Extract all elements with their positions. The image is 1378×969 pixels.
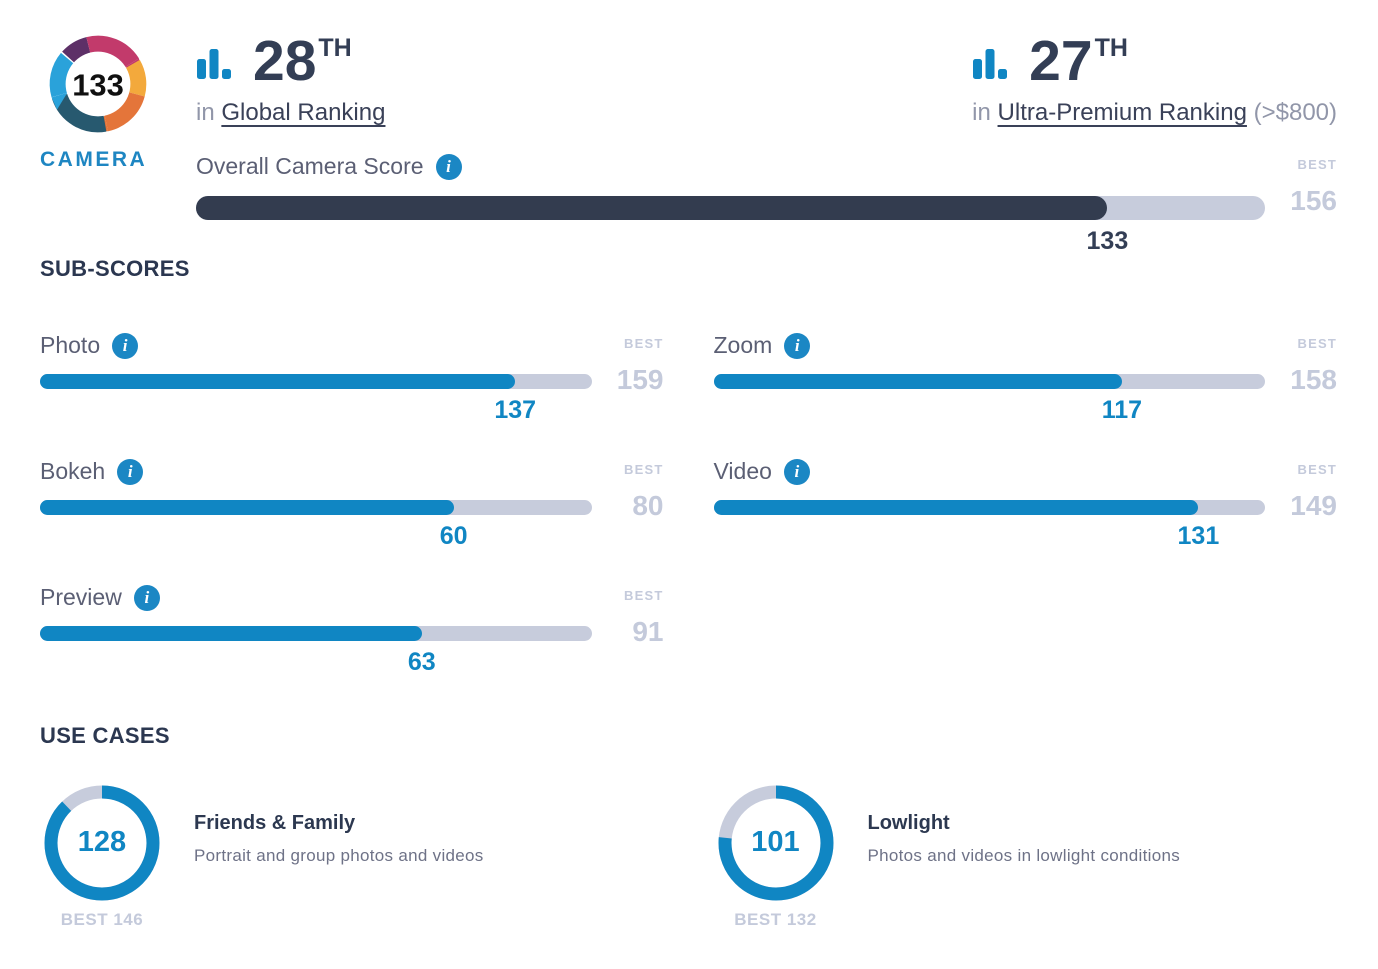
sub-score-best-value: 149 <box>1290 490 1337 522</box>
info-icon[interactable]: i <box>112 332 139 359</box>
sub-score-label: Photo <box>40 332 101 359</box>
use-case-score: 128 <box>77 825 127 858</box>
sub-score-bar: 63 <box>40 626 592 676</box>
best-label: BEST <box>1297 462 1337 478</box>
sub-score-best-value: 158 <box>1290 364 1337 396</box>
best-label: BEST <box>624 462 664 478</box>
info-icon[interactable]: i <box>117 458 144 485</box>
sub-score-row-bokeh: Bokeh i 60 BEST 80 <box>40 458 664 557</box>
sub-score-value: 63 <box>407 648 436 677</box>
overall-score-bar-fill <box>196 196 1108 221</box>
sub-score-label: Bokeh <box>40 458 106 485</box>
donut-gauge: 101 <box>718 785 834 901</box>
dxomark-swirl-logo-icon: 133 <box>49 35 147 133</box>
use-case-title: Friends & Family <box>194 812 356 835</box>
info-icon[interactable]: i <box>784 332 811 359</box>
sub-score-bar: 137 <box>40 374 592 424</box>
use-case-lowlight: 101 BEST 132 Lowlight Photos and videos … <box>714 785 1338 930</box>
sub-score-value: 60 <box>439 522 468 551</box>
sub-score-label: Video <box>713 458 772 485</box>
sub-score-bar-fill <box>713 374 1122 390</box>
best-label: BEST <box>1297 157 1337 173</box>
info-icon[interactable]: i <box>783 458 810 485</box>
camera-score-logo: 133 CAMERA <box>40 26 196 220</box>
global-rank-block: 28 TH in Global Ranking <box>196 29 385 127</box>
donut-gauge: 128 <box>44 785 160 901</box>
sub-score-label: Preview <box>40 584 122 611</box>
ultra-premium-rank-ordinal: TH <box>1094 34 1128 62</box>
sub-score-bar-fill <box>40 500 454 516</box>
overall-score-section: Overall Camera Score i 133 BEST 156 <box>196 153 1337 255</box>
sub-score-bar-fill <box>40 374 516 390</box>
best-label: BEST <box>1297 336 1337 352</box>
use-case-best-label: BEST 132 <box>734 910 817 930</box>
use-case-friends-family: 128 BEST 146 Friends & Family Portrait a… <box>40 785 664 930</box>
logo-score: 133 <box>72 67 124 102</box>
use-cases-heading: USE CASES <box>40 723 170 749</box>
overall-best-value: 156 <box>1290 185 1337 217</box>
overall-score-label: Overall Camera Score <box>196 153 424 180</box>
sub-score-value: 131 <box>1177 522 1220 551</box>
sub-score-bar-fill <box>40 626 422 642</box>
ultra-premium-rank-caption: in Ultra-Premium Ranking (>$800) <box>972 99 1337 127</box>
use-case-title: Lowlight <box>867 812 950 835</box>
ultra-premium-rank-line: 27 TH <box>972 29 1337 93</box>
ultra-premium-rank-block: 27 TH in Ultra-Premium Ranking (>$800) <box>972 29 1337 127</box>
sub-score-row-preview: Preview i 63 BEST 91 <box>40 584 664 683</box>
sub-score-value: 117 <box>1101 396 1143 425</box>
global-ranking-link[interactable]: Global Ranking <box>221 99 386 127</box>
best-label: BEST <box>624 588 664 604</box>
overall-score-main: Overall Camera Score i 133 <box>196 153 1265 255</box>
camera-label: CAMERA <box>40 148 148 171</box>
rank-prefix: in <box>972 99 991 127</box>
sub-score-bar: 117 <box>713 374 1265 424</box>
price-note: (>$800) <box>1253 99 1337 127</box>
global-rank-caption: in Global Ranking <box>196 99 385 127</box>
use-case-description: Portrait and group photos and videos <box>194 846 484 866</box>
sub-score-row-video: Video i 131 BEST 149 <box>713 458 1337 557</box>
header-main: 28 TH in Global Ranking <box>196 26 1337 255</box>
bar-chart-icon <box>197 49 231 80</box>
sub-score-value: 137 <box>494 396 537 425</box>
sub-scores-heading: SUB-SCORES <box>40 256 190 282</box>
sub-scores-grid: Photo i 137 BEST 159 Zoom i <box>40 332 1337 683</box>
info-icon[interactable]: i <box>133 584 160 611</box>
rank-row: 28 TH in Global Ranking <box>196 29 1337 127</box>
global-rank-line: 28 TH <box>196 29 385 93</box>
bar-chart-icon <box>973 49 1008 80</box>
overall-score-bar: 133 <box>196 196 1265 255</box>
use-case-best-label: BEST 146 <box>60 910 144 930</box>
sub-score-best-value: 159 <box>616 364 664 396</box>
ultra-premium-ranking-link[interactable]: Ultra-Premium Ranking <box>997 99 1247 127</box>
overall-score-value: 133 <box>1086 227 1129 256</box>
use-cases-grid: 128 BEST 146 Friends & Family Portrait a… <box>40 785 1337 930</box>
sub-score-best-value: 91 <box>632 616 664 648</box>
info-icon[interactable]: i <box>435 153 462 180</box>
donut-chart-icon <box>718 785 833 901</box>
global-rank-number: 28 TH <box>253 29 352 93</box>
global-rank-ordinal: TH <box>318 34 352 62</box>
best-label: BEST <box>624 336 664 352</box>
use-case-description: Photos and videos in lowlight conditions <box>867 846 1181 866</box>
overall-best-column: BEST 156 <box>1265 153 1337 220</box>
ultra-premium-rank-number: 27 TH <box>1029 29 1128 93</box>
sub-score-row-zoom: Zoom i 117 BEST 158 <box>713 332 1337 431</box>
sub-score-best-value: 80 <box>632 490 664 522</box>
overall-score-label-row: Overall Camera Score i <box>196 153 1265 180</box>
sub-score-label: Zoom <box>713 332 773 359</box>
sub-score-bar: 60 <box>40 500 592 550</box>
sub-score-bar-fill <box>713 500 1199 516</box>
header: 133 CAMERA 28 TH <box>40 26 1337 255</box>
donut-chart-icon <box>44 785 160 901</box>
use-case-score: 101 <box>751 825 800 858</box>
sub-score-bar: 131 <box>713 500 1265 550</box>
sub-score-row-photo: Photo i 137 BEST 159 <box>40 332 664 431</box>
rank-prefix: in <box>196 99 215 127</box>
